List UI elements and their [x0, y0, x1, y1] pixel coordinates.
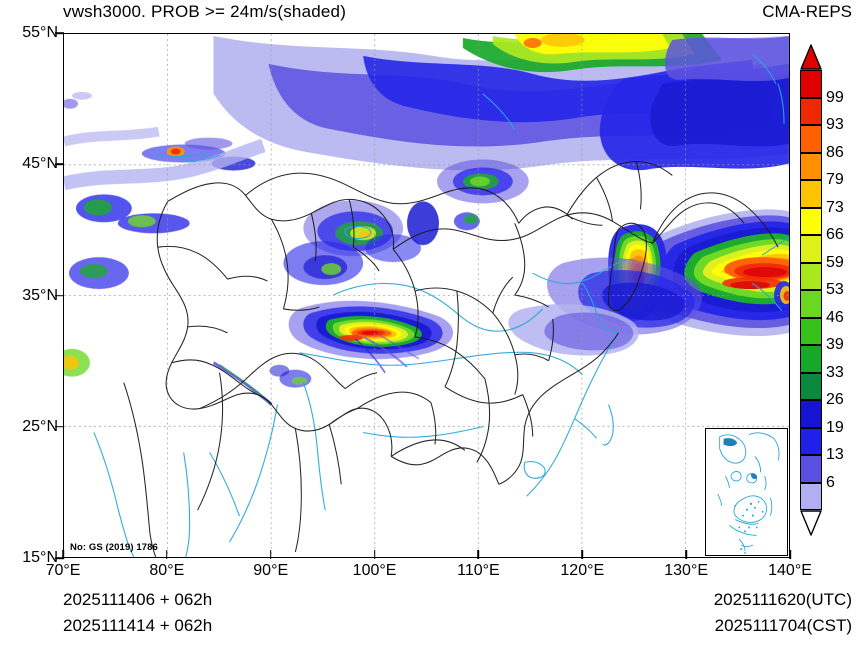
lat-tick-label-25N: 25°N — [22, 417, 58, 435]
south-china-sea-inset — [705, 428, 788, 556]
colorbar-over-arrow — [800, 44, 822, 70]
lat-tick-mark — [55, 32, 64, 34]
model-label: CMA-REPS — [762, 2, 852, 21]
central-asia-patches — [64, 137, 480, 377]
lon-tick-label-110E: 110°E — [457, 562, 500, 579]
lon-tick-mark — [477, 550, 480, 559]
lon-tick-mark — [269, 550, 272, 559]
map-credit: No: GS (2019) 1786 — [70, 542, 158, 553]
lon-tick-label-90E: 90°E — [253, 562, 289, 579]
colorbar-band-15 — [800, 70, 822, 98]
colorbar-band-0 — [800, 482, 822, 510]
lat-tick-mark — [55, 294, 64, 297]
coastline-layer — [93, 53, 789, 557]
colorbar-label-79: 79 — [826, 171, 844, 188]
colorbar-label-26: 26 — [826, 391, 844, 408]
colorbar-band-7 — [800, 290, 822, 318]
lon-tick-mark — [166, 550, 168, 559]
lat-tick-label-45N: 45°N — [22, 155, 58, 173]
colorbar[interactable]: 6 13 19 26 33 39 46 53 59 66 73 79 86 93 99 — [800, 44, 844, 536]
page-title: vwsh3000. PROB >= 24m/s(shaded) — [63, 2, 347, 21]
colorbar-band-5 — [800, 345, 822, 373]
lon-tick-mark — [373, 550, 376, 559]
lat-tick-mark — [55, 425, 64, 428]
tibet-band — [288, 300, 454, 374]
lon-tick-label-120E: 120°E — [560, 562, 605, 579]
colorbar-label-53: 53 — [826, 281, 844, 298]
lon-tick-label-70E: 70°E — [45, 562, 81, 579]
colorbar-label-46: 46 — [826, 308, 844, 326]
colorbar-label-19: 19 — [826, 418, 844, 436]
lon-tick-label-80E: 80°E — [149, 562, 185, 579]
colorbar-band-4 — [800, 372, 822, 400]
lat-tick-mark — [55, 557, 64, 559]
lon-tick-label-130E: 130°E — [664, 562, 709, 579]
colorbar-band-12 — [800, 152, 822, 180]
colorbar-band-13 — [800, 125, 822, 153]
colorbar-label-13: 13 — [826, 446, 844, 463]
lat-tick-label-55N: 55°N — [22, 24, 58, 41]
colorbar-band-3 — [800, 400, 822, 428]
colorbar-band-1 — [800, 455, 822, 483]
colorbar-label-6: 6 — [826, 473, 835, 491]
map-canvas — [64, 34, 789, 557]
colorbar-under-arrow — [800, 510, 822, 536]
footer-init-utc: 2025111406 + 062h — [63, 590, 213, 609]
lon-tick-mark — [685, 550, 687, 559]
lat-tick-label-35N: 35°N — [22, 286, 58, 304]
probability-shading — [64, 34, 789, 406]
border-layer — [123, 160, 779, 557]
colorbar-label-39: 39 — [826, 336, 844, 353]
footer-valid-cst: 2025111704(CST) — [714, 616, 852, 635]
colorbar-band-10 — [800, 207, 822, 235]
colorbar-band-6 — [800, 317, 822, 345]
lon-tick-label-140E: 140°E — [768, 562, 812, 579]
footer-init-cst: 2025111414 + 062h — [63, 616, 213, 635]
lat-tick-label-15N: 15°N — [22, 549, 58, 566]
colorbar-band-11 — [800, 180, 822, 208]
colorbar-label-59: 59 — [826, 253, 844, 271]
colorbar-band-14 — [800, 97, 822, 125]
colorbar-label-86: 86 — [826, 143, 844, 161]
colorbar-band-9 — [800, 235, 822, 263]
lon-tick-mark — [581, 550, 584, 559]
colorbar-label-73: 73 — [826, 198, 844, 216]
colorbar-band-8 — [800, 262, 822, 290]
colorbar-label-93: 93 — [826, 116, 844, 133]
colorbar-label-33: 33 — [826, 363, 844, 381]
map-plot-area[interactable]: No: GS (2019) 1786 — [63, 33, 790, 558]
lat-tick-mark — [55, 163, 64, 166]
colorbar-label-66: 66 — [826, 226, 844, 243]
sea-of-japan-max — [633, 209, 789, 337]
lon-tick-mark — [62, 550, 64, 559]
footer-valid-utc: 2025111620(UTC) — [713, 590, 852, 609]
lon-tick-mark — [789, 550, 791, 559]
lon-tick-label-100E: 100°E — [352, 562, 397, 579]
map-gridlines — [64, 34, 789, 557]
colorbar-band-2 — [800, 427, 822, 455]
colorbar-label-99: 99 — [826, 88, 844, 106]
inset-canvas — [706, 429, 787, 555]
